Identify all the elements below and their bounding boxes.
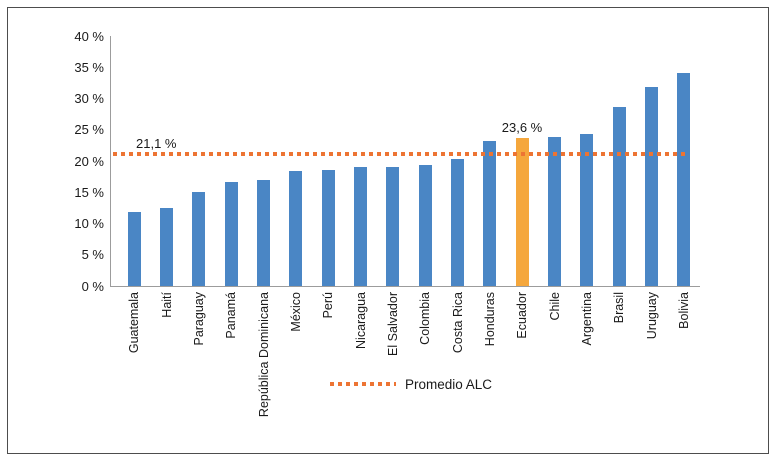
x-axis-label: Colombia: [418, 292, 432, 345]
average-reference-line: [113, 152, 685, 156]
x-axis-label: México: [289, 292, 303, 332]
y-axis-tick-label: 35 %: [74, 60, 104, 75]
y-axis-tick-label: 0 %: [81, 279, 104, 294]
y-axis-tick-label: 15 %: [74, 185, 104, 200]
x-axis-label: El Salvador: [386, 292, 400, 356]
y-axis-tick-label: 30 %: [74, 91, 104, 106]
x-axis-label: Perú: [321, 292, 335, 319]
x-axis-label: Argentina: [580, 292, 594, 346]
bar-panam-: [225, 182, 238, 286]
bar-bolivia: [677, 73, 690, 286]
y-axis-tick-label: 40 %: [74, 29, 104, 44]
y-axis-tick-label: 10 %: [74, 216, 104, 231]
x-axis-label: Paraguay: [192, 292, 206, 346]
legend: Promedio ALC: [330, 376, 492, 392]
bar-brasil: [613, 107, 626, 286]
bar-uruguay: [645, 87, 658, 286]
x-axis-label: Ecuador: [515, 292, 529, 339]
bar-costa-rica: [451, 159, 464, 286]
x-axis-label: Chile: [548, 292, 562, 321]
bar-m-xico: [289, 171, 302, 286]
x-axis-label: Costa Rica: [451, 292, 465, 354]
legend-label: Promedio ALC: [405, 376, 493, 392]
x-axis-label: Honduras: [483, 292, 497, 347]
x-axis-label: Bolivia: [677, 292, 691, 329]
bar-colombia: [419, 165, 432, 286]
bar-argentina: [580, 134, 593, 286]
bar-rep-blica-dominicana: [257, 180, 270, 286]
y-axis-tick-label: 25 %: [74, 122, 104, 137]
bar-chile: [548, 137, 561, 286]
bar-hait-: [160, 208, 173, 286]
bar-guatemala: [128, 212, 141, 286]
bar-honduras: [483, 141, 496, 286]
y-axis-line: [110, 36, 111, 286]
x-axis-label: Haití: [160, 292, 174, 318]
dotted-line-legend-swatch: [330, 381, 396, 387]
bar-per-: [322, 170, 335, 286]
y-axis-tick-label: 20 %: [74, 154, 104, 169]
x-axis-label: Nicaragua: [354, 292, 368, 349]
bar-ecuador: [516, 138, 529, 286]
reference-line-value-label: 21,1 %: [136, 136, 177, 151]
x-axis-label: Uruguay: [645, 292, 659, 340]
x-axis-label: Panamá: [224, 292, 238, 339]
highlight-bar-value-label: 23,6 %: [501, 120, 543, 135]
chart-border: [7, 7, 769, 454]
x-axis-line: [110, 286, 700, 287]
x-axis-label: Guatemala: [127, 292, 141, 354]
bar-nicaragua: [354, 167, 367, 286]
y-axis-tick-label: 5 %: [81, 247, 104, 262]
x-axis-label: Brasil: [612, 292, 626, 324]
x-axis-label: República Dominicana: [257, 292, 271, 418]
bar-paraguay: [192, 192, 205, 286]
bar-el-salvador: [386, 167, 399, 286]
